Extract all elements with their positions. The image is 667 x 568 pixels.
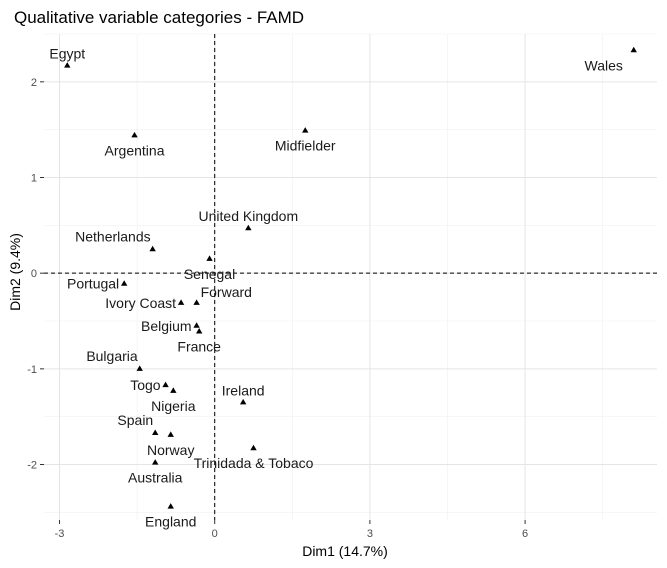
label-united-kingdom: United Kingdom — [199, 208, 299, 224]
label-england: England — [145, 514, 196, 530]
label-australia: Australia — [128, 470, 183, 486]
point-united-kingdom — [245, 224, 252, 231]
y-tick-label: -2 — [27, 460, 37, 472]
label-nigeria: Nigeria — [151, 398, 196, 414]
y-tick-label: 1 — [31, 173, 37, 185]
y-tick-label: 0 — [31, 268, 37, 280]
point-england — [167, 503, 174, 509]
y-tick-label: 2 — [31, 77, 37, 89]
y-tick-label: -1 — [27, 364, 37, 376]
point-togo — [162, 381, 169, 388]
label-midfielder: Midfielder — [275, 138, 336, 154]
point-bulgaria — [136, 365, 143, 371]
label-norway: Norway — [147, 442, 194, 458]
chart-title: Qualitative variable categories - FAMD — [14, 8, 304, 27]
label-france: France — [177, 339, 221, 355]
y-axis-label: Dim2 (9.4%) — [7, 233, 23, 311]
point-midfielder — [302, 127, 309, 133]
point-australia — [152, 459, 159, 465]
x-tick-label: 6 — [522, 528, 528, 540]
label-belgium: Belgium — [141, 318, 192, 334]
x-tick-label: 3 — [367, 528, 373, 540]
point-belgium — [193, 322, 200, 328]
label-portugal: Portugal — [67, 276, 119, 292]
ticks: -3 0 3 6 -2 -1 0 1 2 — [27, 77, 528, 540]
points — [64, 46, 637, 509]
label-spain: Spain — [117, 412, 153, 428]
label-netherlands: Netherlands — [75, 228, 151, 244]
point-wales — [630, 46, 637, 53]
label-wales: Wales — [585, 57, 623, 73]
reference-lines — [44, 34, 657, 520]
label-egypt: Egypt — [49, 46, 85, 62]
point-trinidada-tobaco — [250, 444, 257, 451]
point-netherlands — [149, 245, 156, 252]
point-labels: Egypt Wales Argentina Midfielder United King… — [49, 46, 623, 530]
point-ivory-coast — [177, 299, 185, 305]
label-trinidada-tobaco: Trinidada & Tobaco — [194, 455, 314, 471]
point-spain — [152, 429, 159, 435]
point-france — [195, 328, 203, 334]
x-axis-label: Dim1 (14.7%) — [302, 543, 388, 559]
x-tick-label: 0 — [212, 528, 218, 540]
label-ivory-coast: Ivory Coast — [105, 295, 176, 311]
point-portugal — [120, 280, 128, 286]
label-bulgaria: Bulgaria — [86, 348, 138, 364]
point-ireland — [239, 398, 247, 405]
label-togo: Togo — [130, 377, 161, 393]
point-senegal — [206, 255, 213, 261]
grid — [44, 33, 657, 520]
point-argentina — [131, 131, 138, 138]
point-forward — [193, 299, 200, 305]
label-ireland: Ireland — [222, 382, 265, 398]
point-nigeria — [170, 387, 177, 393]
point-norway — [167, 431, 174, 437]
point-egypt — [64, 62, 71, 68]
label-argentina: Argentina — [105, 142, 165, 158]
x-tick-label: -3 — [55, 528, 65, 540]
label-forward: Forward — [201, 284, 252, 300]
label-senegal: Senegal — [184, 266, 235, 282]
